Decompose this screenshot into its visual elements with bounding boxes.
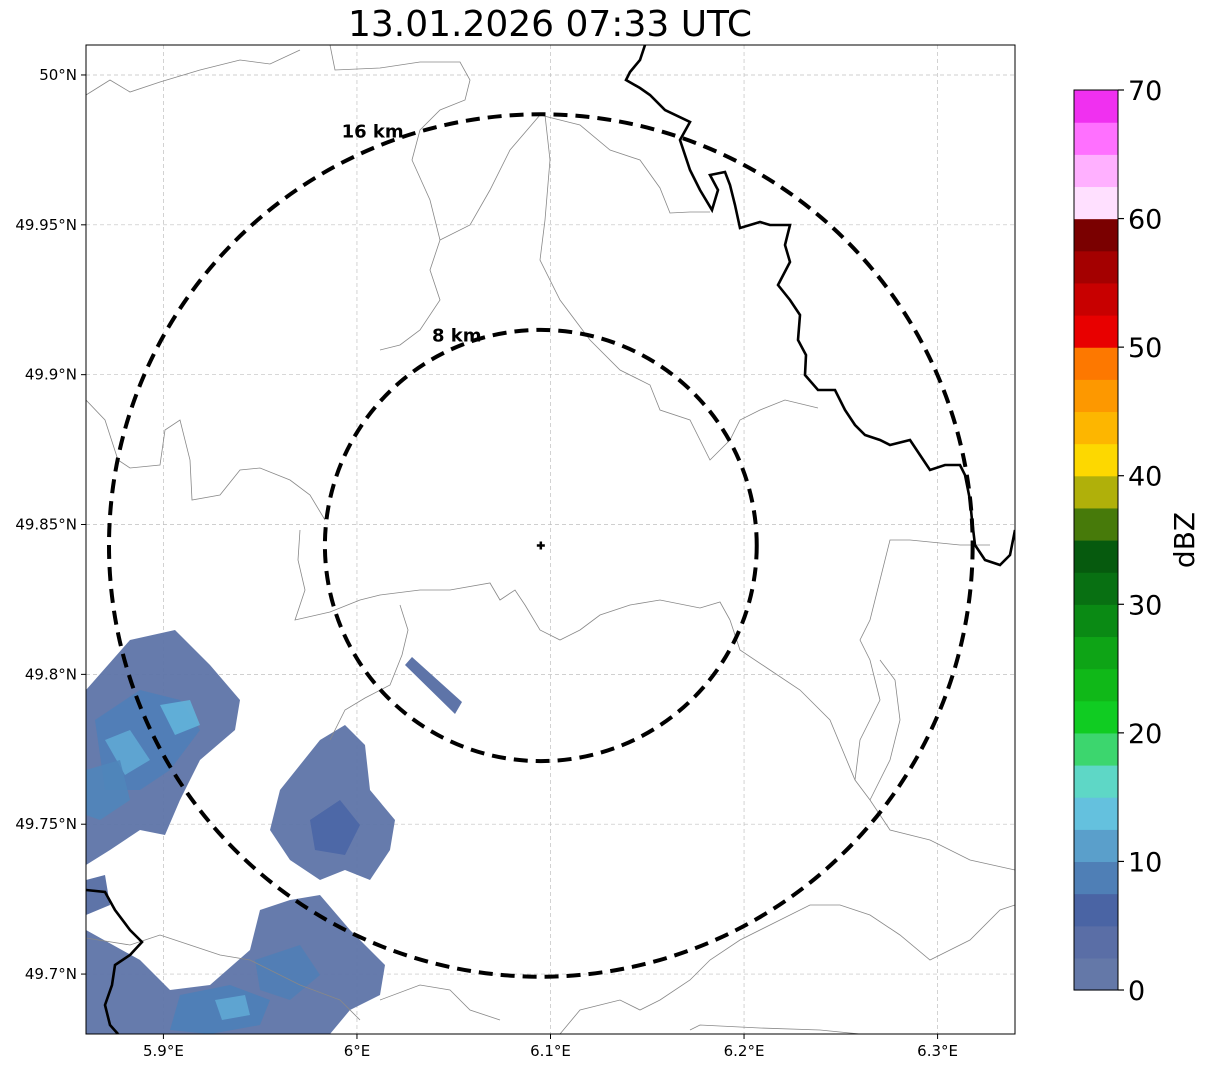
radar-echoes	[86, 630, 462, 1034]
y-tick-label: 49.9°N	[25, 366, 77, 384]
y-tick-label: 49.7°N	[25, 965, 77, 983]
range-ring	[322, 327, 759, 764]
colorbar-bin	[1074, 315, 1118, 348]
colorbar-bin	[1074, 218, 1118, 252]
colorbar-bin	[1074, 893, 1118, 927]
colorbar-bin	[1074, 347, 1118, 380]
colorbar-bin	[1074, 90, 1118, 123]
colorbar-tick-label: 40	[1128, 462, 1162, 493]
colorbar-bin	[1074, 154, 1118, 188]
colorbar-tick-label: 10	[1128, 847, 1162, 878]
colorbar-bin	[1074, 540, 1118, 573]
municipal-borders	[86, 45, 1015, 1034]
colorbar-bin	[1074, 829, 1118, 863]
colorbar-bin	[1074, 475, 1118, 509]
x-tick-label: 6.2°E	[724, 1042, 765, 1060]
colorbar-bin	[1074, 122, 1118, 155]
y-tick-label: 49.75°N	[15, 815, 77, 833]
colorbar-tick-label: 0	[1128, 976, 1145, 1007]
colorbar-bin	[1074, 700, 1118, 734]
colorbar-frame	[1073, 89, 1119, 991]
colorbar-bin	[1074, 861, 1118, 895]
colorbar-bin	[1074, 797, 1118, 830]
colorbar-bin	[1074, 604, 1118, 638]
colorbar-bin	[1074, 250, 1118, 284]
colorbar-label: dBZ	[1168, 512, 1201, 568]
colorbar-bin	[1074, 443, 1118, 477]
map-title: 13.01.2026 07:33 UTC	[347, 4, 753, 45]
y-tick-label: 50°N	[39, 66, 77, 84]
colorbar-bin	[1074, 186, 1118, 220]
range-ring-label: 16 km	[342, 122, 404, 143]
range-rings	[106, 112, 975, 979]
colorbar-tick-label: 50	[1128, 333, 1162, 364]
colorbar-bin	[1074, 572, 1118, 605]
range-ring	[106, 112, 975, 979]
x-tick-label: 6.1°E	[530, 1042, 571, 1060]
y-tick-label: 49.95°N	[15, 216, 77, 234]
colorbar-tick-label: 20	[1128, 719, 1162, 750]
x-tick-label: 6.3°E	[917, 1042, 958, 1060]
y-tick-label: 49.8°N	[25, 665, 77, 683]
y-tick-label: 49.85°N	[15, 516, 77, 534]
latitude-ticks: 50°N 49.95°N 49.9°N 49.85°N 49.8°N 49.75°N 49.…	[15, 66, 86, 983]
colorbar-tick-label: 60	[1128, 205, 1162, 236]
colorbar-bin	[1074, 668, 1118, 702]
colorbar-bin	[1074, 732, 1118, 766]
colorbar-bin	[1074, 411, 1118, 445]
colorbar-bin	[1074, 636, 1118, 670]
x-tick-label: 6°E	[344, 1042, 371, 1060]
colorbar-bin	[1074, 507, 1118, 541]
colorbar-tick-label: 70	[1128, 76, 1162, 107]
colorbar: 0 10 20 30 40 50 60 70 dBZ	[1073, 76, 1201, 1007]
radar-site-marker	[536, 541, 545, 550]
range-ring-labels: 8 km 16 km	[342, 122, 482, 347]
colorbar-bin	[1074, 379, 1118, 413]
colorbar-bin	[1074, 925, 1118, 959]
colorbar-bin	[1074, 957, 1118, 991]
national-borders	[86, 45, 1015, 1034]
x-tick-label: 5.9°E	[143, 1042, 184, 1060]
colorbar-bin	[1074, 765, 1118, 798]
range-ring-label: 8 km	[432, 326, 482, 347]
longitude-ticks: 5.9°E 6°E 6.1°E 6.2°E 6.3°E	[143, 1034, 958, 1060]
colorbar-tick-label: 30	[1128, 590, 1162, 621]
colorbar-bin	[1074, 282, 1118, 316]
